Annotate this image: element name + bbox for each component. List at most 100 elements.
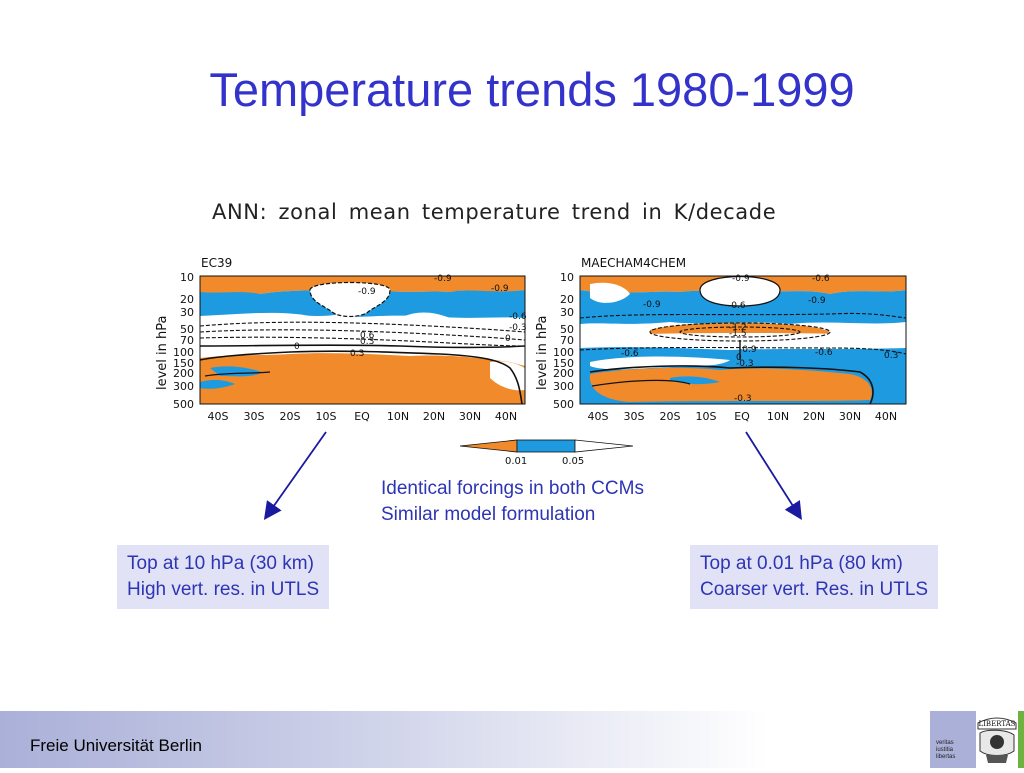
svg-text:-0.9: -0.9 [739, 345, 757, 355]
svg-text:-0.3: -0.3 [734, 394, 752, 404]
svg-text:70: 70 [560, 334, 574, 347]
svg-text:100: 100 [553, 346, 574, 359]
left-box-line-2: High vert. res. in UTLS [127, 579, 320, 600]
svg-text:0: 0 [736, 353, 742, 363]
svg-text:LIBERTAS: LIBERTAS [979, 720, 1016, 728]
svg-text:EQ: EQ [354, 410, 370, 423]
svg-text:40N: 40N [875, 410, 897, 423]
ec39-plot: -0.9 -0.9 -0.9 -0.6 -0.3 0.6 0.3 0 0 0.3 [199, 274, 527, 405]
svg-text:20: 20 [560, 293, 574, 306]
svg-text:20S: 20S [280, 410, 301, 423]
seal-panel [930, 711, 976, 768]
svg-text:-0.6: -0.6 [728, 301, 746, 311]
svg-text:-0.9: -0.9 [732, 274, 750, 284]
svg-text:-0.9: -0.9 [358, 287, 376, 297]
maecham4chem-xticks: 40S 30S 20S 10S EQ 10N 20N 30N 40N [588, 410, 898, 423]
svg-text:-0.6: -0.6 [815, 348, 833, 358]
right-box-line-2: Coarser vert. Res. in UTLS [700, 579, 929, 600]
svg-text:20S: 20S [660, 410, 681, 423]
svg-text:40S: 40S [588, 410, 609, 423]
svg-text:10: 10 [180, 271, 194, 284]
right-info-box: Top at 0.01 hPa (80 km) Coarser vert. Re… [690, 545, 939, 609]
svg-text:-0.9: -0.9 [808, 296, 826, 306]
footer-bar [0, 711, 1024, 768]
svg-text:50: 50 [180, 323, 194, 336]
university-seal-icon: LIBERTAS [976, 711, 1018, 768]
ec39-label: EC39 [201, 256, 232, 270]
svg-text:500: 500 [553, 398, 574, 411]
left-box-line-1: Top at 10 hPa (30 km) [127, 553, 314, 574]
svg-text:0.3: 0.3 [360, 337, 374, 347]
svg-text:-0.9: -0.9 [434, 274, 452, 284]
university-name: Freie Universität Berlin [30, 736, 202, 755]
svg-text:-0.6: -0.6 [509, 312, 527, 322]
svg-text:20N: 20N [803, 410, 825, 423]
svg-text:-1.5: -1.5 [729, 329, 747, 339]
svg-text:100: 100 [173, 346, 194, 359]
svg-text:EQ: EQ [734, 410, 750, 423]
svg-text:150: 150 [173, 357, 194, 370]
svg-text:50: 50 [560, 323, 574, 336]
maecham4chem-contour-labels: -0.9 -0.6 -0.9 -0.6 -0.9 -1.2 -1.5 -0.9 … [621, 274, 898, 404]
ec39-ylabel: level in hPa [155, 316, 170, 391]
svg-text:30: 30 [560, 306, 574, 319]
right-box-line-1: Top at 0.01 hPa (80 km) [700, 553, 903, 574]
svg-text:30S: 30S [244, 410, 265, 423]
svg-text:40S: 40S [208, 410, 229, 423]
svg-text:30S: 30S [624, 410, 645, 423]
svg-text:300: 300 [553, 380, 574, 393]
svg-text:30: 30 [180, 306, 194, 319]
svg-text:10N: 10N [767, 410, 789, 423]
svg-text:0.3: 0.3 [884, 351, 898, 361]
svg-text:10S: 10S [696, 410, 717, 423]
svg-text:300: 300 [173, 380, 194, 393]
note-line-2: Similar model formulation [381, 504, 596, 525]
svg-text:150: 150 [553, 357, 574, 370]
right-arrow [745, 431, 802, 521]
svg-text:0: 0 [294, 342, 300, 352]
left-arrow [263, 431, 327, 520]
slide-title: Temperature trends 1980-1999 [209, 63, 855, 116]
svg-text:-0.9: -0.9 [643, 300, 661, 310]
ec39-contour-labels: -0.9 -0.9 -0.9 -0.6 -0.3 0.6 0.3 0 0 0.3 [294, 274, 527, 359]
svg-text:-0.9: -0.9 [491, 284, 509, 294]
figure-title: ANN: zonal mean temperature trend in K/d… [212, 200, 777, 224]
ec39-panel: EC39 level in hPa 10 20 30 50 70 100 150… [150, 250, 530, 430]
svg-text:20N: 20N [423, 410, 445, 423]
svg-text:200: 200 [173, 367, 194, 380]
svg-text:0.6: 0.6 [360, 331, 375, 341]
center-notes: Identical forcings in both CCMs Similar … [381, 476, 644, 528]
maecham4chem-plot: -0.9 -0.6 -0.9 -0.6 -0.9 -1.2 -1.5 -0.9 … [579, 274, 907, 405]
maecham4chem-panel: MAECHAM4CHEM level in hPa 10 20 30 50 70… [530, 250, 914, 430]
svg-text:30N: 30N [459, 410, 481, 423]
ec39-yticks: 10 20 30 50 70 100 150 200 300 500 [173, 271, 194, 411]
left-info-box: Top at 10 hPa (30 km) High vert. res. in… [117, 545, 330, 609]
maecham4chem-ylabel: level in hPa [535, 316, 550, 391]
svg-text:10N: 10N [387, 410, 409, 423]
svg-text:200: 200 [553, 367, 574, 380]
svg-text:10: 10 [560, 271, 574, 284]
svg-text:-0.6: -0.6 [812, 274, 830, 284]
svg-text:10S: 10S [316, 410, 337, 423]
note-line-1: Identical forcings in both CCMs [381, 478, 644, 499]
svg-text:-0.6: -0.6 [621, 349, 639, 359]
colorbar-white [574, 439, 634, 453]
colorbar-label-005: 0.05 [562, 456, 584, 467]
svg-text:0.3: 0.3 [350, 349, 364, 359]
colorbar-label-001: 0.01 [505, 456, 527, 467]
svg-text:-0.3: -0.3 [736, 359, 754, 369]
svg-text:-0.3: -0.3 [509, 323, 527, 333]
maecham4chem-label: MAECHAM4CHEM [581, 256, 686, 270]
svg-text:30N: 30N [839, 410, 861, 423]
seal-motto: veritas iustitia libertas [936, 740, 956, 760]
ec39-xticks: 40S 30S 20S 10S EQ 10N 20N 30N 40N [208, 410, 518, 423]
svg-text:500: 500 [173, 398, 194, 411]
svg-text:40N: 40N [495, 410, 517, 423]
svg-text:0: 0 [505, 334, 511, 344]
colorbar: 0.01 0.05 [455, 435, 640, 470]
svg-text:-1.2: -1.2 [729, 323, 747, 333]
svg-text:70: 70 [180, 334, 194, 347]
svg-text:20: 20 [180, 293, 194, 306]
accent-bar [1018, 711, 1024, 768]
